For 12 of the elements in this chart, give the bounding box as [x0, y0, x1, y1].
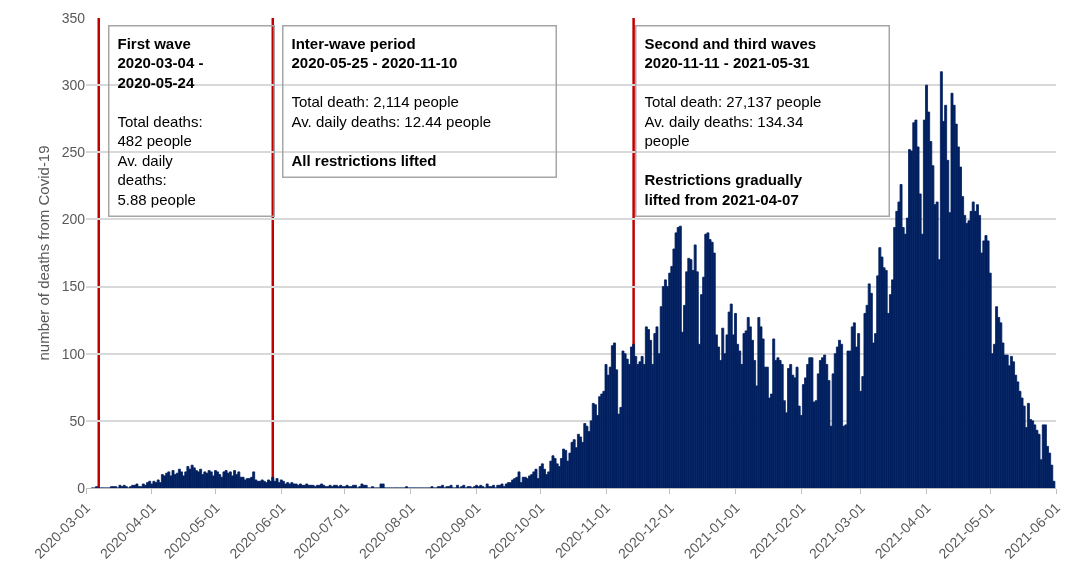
y-tick-label: 150	[61, 278, 86, 295]
y-tick-label: 100	[61, 345, 86, 362]
y-tick-label: 350	[61, 9, 86, 26]
text: First wave 2020-03-04 - 2020-05-24 Total deaths: 482 people Av. daily deaths: 5.88 people	[117, 34, 204, 208]
y-axis-title: number of deaths from Covid-19	[34, 145, 52, 361]
y-tick-label: 200	[61, 211, 86, 228]
y-tick-label: 50	[69, 412, 86, 429]
y-tick-label: 0	[77, 479, 86, 496]
text: Inter-wave period 2020-05-25 - 2020-11-10 Total death: 2,114 people Av. daily deaths: 12.44 people All restrictions lifted	[291, 34, 492, 169]
y-tick-label: 300	[61, 77, 86, 94]
y-tick-label: 250	[61, 144, 86, 161]
text: Second and third waves 2020-11-11 - 2021-05-31 Total death: 27,137 people Av. daily deaths: 134.34 people Restrictions gradually lifted from 2021-04-07	[644, 34, 822, 208]
